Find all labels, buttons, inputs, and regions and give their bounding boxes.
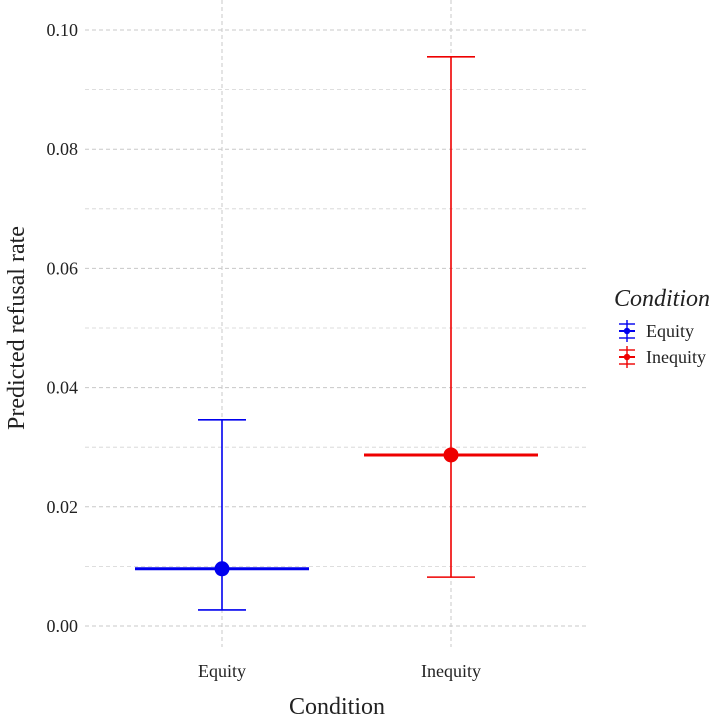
estimate-point (443, 447, 459, 463)
legend-item-inequity: Inequity (619, 346, 706, 368)
x-tick-label: Inequity (421, 661, 481, 681)
x-axis: Equity Inequity (198, 661, 481, 681)
legend-key-point (623, 327, 631, 335)
y-tick-label: 0.04 (47, 378, 79, 398)
series-inequity (364, 56, 538, 578)
legend-label: Equity (646, 321, 694, 341)
y-axis-title: Predicted refusal rate (4, 226, 30, 430)
legend-label: Inequity (646, 347, 706, 367)
y-tick-label: 0.02 (47, 497, 79, 517)
y-tick-label: 0.10 (47, 20, 79, 40)
x-axis-title: Condition (289, 694, 385, 715)
x-tick-label: Equity (198, 661, 246, 681)
legend-title: Condition (614, 286, 710, 312)
plot-marks (135, 56, 538, 611)
legend-key-point (623, 353, 631, 361)
y-axis: 0.00 0.02 0.04 0.06 0.08 0.10 (47, 20, 79, 636)
y-tick-label: 0.08 (47, 139, 79, 159)
series-equity (135, 418, 309, 611)
y-tick-label: 0.00 (47, 616, 79, 636)
estimate-point (214, 561, 230, 577)
y-tick-label: 0.06 (47, 258, 79, 278)
legend: Condition Equity Inequity (614, 286, 710, 368)
grid (85, 0, 588, 647)
legend-item-equity: Equity (619, 320, 694, 342)
